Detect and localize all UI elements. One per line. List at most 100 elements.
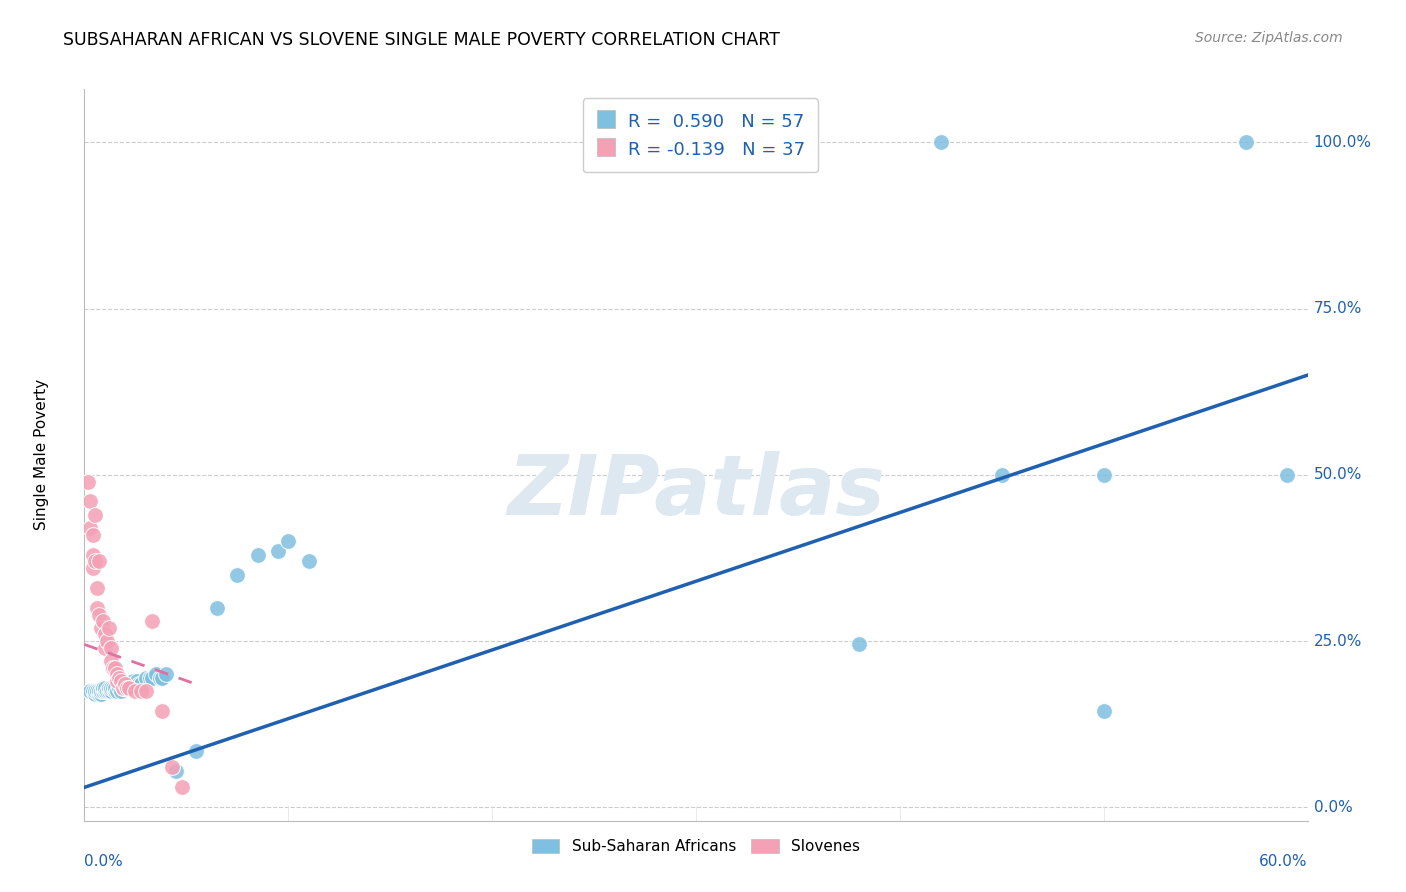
Point — [86, 684, 108, 698]
Point — [105, 684, 128, 698]
Point — [87, 687, 110, 701]
Text: SUBSAHARAN AFRICAN VS SLOVENE SINGLE MALE POVERTY CORRELATION CHART: SUBSAHARAN AFRICAN VS SLOVENE SINGLE MAL… — [63, 31, 780, 49]
Point — [118, 677, 141, 691]
Point — [108, 671, 131, 685]
Point — [118, 681, 141, 695]
Point — [115, 677, 138, 691]
Point — [86, 600, 108, 615]
Point — [96, 684, 118, 698]
Point — [1092, 467, 1115, 482]
Point — [108, 681, 131, 695]
Point — [104, 684, 127, 698]
Point — [77, 475, 100, 489]
Point — [165, 764, 187, 778]
Point — [100, 684, 122, 698]
Point — [1277, 467, 1299, 482]
Point — [246, 548, 269, 562]
Point — [83, 554, 105, 568]
Point — [1092, 704, 1115, 718]
Point — [131, 684, 153, 698]
Point — [83, 508, 105, 522]
Text: 50.0%: 50.0% — [1313, 467, 1362, 483]
Point — [112, 681, 135, 695]
Text: 75.0%: 75.0% — [1313, 301, 1362, 316]
Text: 60.0%: 60.0% — [1260, 854, 1308, 869]
Point — [82, 561, 104, 575]
Point — [124, 684, 146, 698]
Point — [205, 600, 228, 615]
Point — [128, 677, 150, 691]
Point — [91, 614, 114, 628]
Point — [991, 467, 1014, 482]
Point — [104, 661, 127, 675]
Point — [124, 677, 146, 691]
Text: Source: ZipAtlas.com: Source: ZipAtlas.com — [1195, 31, 1343, 45]
Point — [83, 687, 105, 701]
Point — [97, 621, 120, 635]
Point — [104, 681, 127, 695]
Point — [160, 760, 183, 774]
Point — [79, 684, 101, 698]
Point — [150, 704, 173, 718]
Point — [86, 581, 108, 595]
Point — [149, 671, 172, 685]
Point — [93, 627, 115, 641]
Point — [100, 681, 122, 695]
Point — [105, 673, 128, 688]
Point — [87, 607, 110, 622]
Point — [131, 677, 153, 691]
Point — [110, 684, 132, 698]
Point — [135, 684, 157, 698]
Point — [93, 681, 115, 695]
Point — [79, 521, 101, 535]
Point — [100, 640, 122, 655]
Point — [118, 681, 141, 695]
Point — [120, 677, 142, 691]
Point — [93, 684, 115, 698]
Point — [172, 780, 194, 795]
Point — [91, 681, 114, 695]
Point — [848, 637, 870, 651]
Point — [226, 567, 249, 582]
Point — [110, 673, 132, 688]
Point — [101, 661, 124, 675]
Point — [82, 527, 104, 541]
Point — [1236, 136, 1258, 150]
Point — [100, 654, 122, 668]
Point — [186, 744, 208, 758]
Point — [79, 494, 101, 508]
Point — [97, 684, 120, 698]
Point — [105, 667, 128, 681]
Point — [155, 667, 177, 681]
Point — [82, 548, 104, 562]
Point — [929, 136, 952, 150]
Point — [90, 684, 112, 698]
Point — [277, 534, 299, 549]
Point — [115, 681, 138, 695]
Point — [83, 684, 105, 698]
Point — [114, 681, 136, 695]
Point — [101, 681, 124, 695]
Point — [267, 544, 290, 558]
Text: 0.0%: 0.0% — [1313, 800, 1353, 814]
Point — [97, 681, 120, 695]
Point — [87, 684, 110, 698]
Point — [82, 684, 104, 698]
Text: 25.0%: 25.0% — [1313, 633, 1362, 648]
Point — [150, 671, 173, 685]
Point — [93, 640, 115, 655]
Point — [114, 677, 136, 691]
Point — [90, 687, 112, 701]
Text: 0.0%: 0.0% — [84, 854, 124, 869]
Point — [135, 671, 157, 685]
Text: 100.0%: 100.0% — [1313, 135, 1372, 150]
Text: Single Male Poverty: Single Male Poverty — [34, 379, 49, 531]
Point — [127, 673, 149, 688]
Point — [141, 671, 163, 685]
Point — [138, 671, 160, 685]
Point — [90, 621, 112, 635]
Point — [298, 554, 321, 568]
Point — [122, 673, 145, 688]
Point — [141, 614, 163, 628]
Text: ZIPatlas: ZIPatlas — [508, 451, 884, 532]
